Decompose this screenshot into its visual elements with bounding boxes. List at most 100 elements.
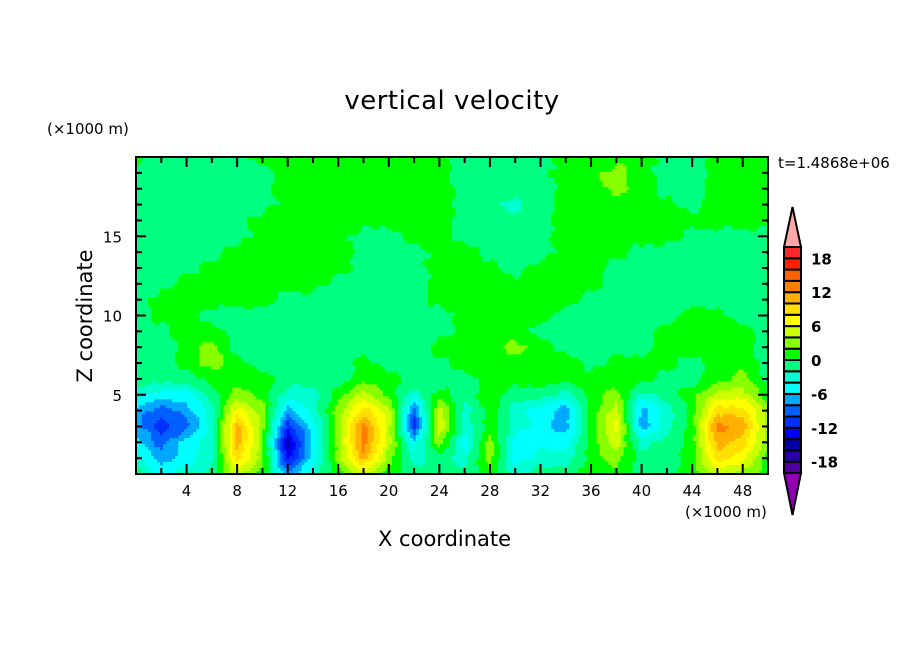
contour-cell [650, 444, 685, 448]
contour-cell [584, 465, 613, 469]
contour-cell [382, 390, 396, 394]
contour-cell [623, 435, 631, 439]
contour-cell [355, 249, 426, 254]
contour-cell [190, 435, 203, 439]
contour-cell [229, 429, 233, 433]
contour-cell [136, 207, 267, 212]
contour-cell [455, 405, 465, 409]
contour-cell [439, 444, 450, 448]
contour-cell [136, 228, 251, 233]
contour-cell [136, 261, 203, 266]
contour-cell [587, 447, 601, 451]
contour-cell [208, 426, 215, 430]
contour-cell [136, 450, 152, 454]
contour-cell [199, 438, 215, 442]
contour-cell [647, 447, 682, 451]
contour-cell [752, 444, 763, 448]
contour-cell [136, 249, 224, 254]
contour-cell [232, 459, 236, 463]
contour-cell [271, 450, 276, 454]
contour-cell [229, 432, 233, 436]
contour-cell [217, 429, 221, 433]
contour-cell [746, 426, 754, 430]
contour-cell [638, 381, 700, 385]
contour-cell [686, 423, 694, 427]
contour-cell [262, 435, 267, 439]
contour-cell [455, 414, 462, 418]
contour-cell [136, 291, 161, 296]
contour-cell [704, 189, 769, 194]
contour-cell [208, 423, 215, 427]
contour-cell [494, 450, 501, 454]
contour-cell [710, 462, 742, 466]
contour-cell [758, 390, 769, 394]
contour-cell [370, 444, 378, 448]
contour-cell [695, 399, 706, 403]
contour-cell [575, 450, 586, 454]
contour-cell [482, 258, 492, 263]
contour-cell [506, 390, 561, 394]
x-tick-label: 44 [683, 482, 702, 500]
contour-cell [238, 423, 245, 427]
contour-cell [617, 429, 622, 433]
contour-cell [482, 405, 501, 409]
contour-cell [352, 420, 360, 424]
contour-cell [262, 462, 270, 466]
x-tick-label: 12 [278, 482, 297, 500]
contour-cell [340, 468, 351, 472]
contour-cell [367, 441, 372, 445]
contour-cell [439, 303, 570, 308]
contour-cell [701, 408, 709, 412]
contour-cell [400, 453, 411, 457]
contour-cell [331, 399, 339, 403]
contour-cell [626, 426, 631, 430]
contour-cell [704, 435, 709, 439]
contour-cell [542, 405, 561, 409]
contour-cell [569, 414, 576, 418]
contour-cell [220, 441, 224, 445]
contour-cell [232, 447, 236, 451]
contour-cell [274, 438, 279, 442]
contour-cell [635, 414, 643, 418]
contour-cell [479, 465, 489, 469]
contour-cell [277, 297, 429, 302]
contour-cell [340, 447, 348, 451]
contour-cell [403, 399, 411, 403]
contour-cell [202, 342, 215, 347]
contour-cell [349, 414, 357, 418]
contour-cell [421, 426, 426, 430]
contour-cell [286, 420, 291, 424]
contour-cell [695, 402, 706, 406]
contour-cell [551, 213, 769, 218]
contour-cell [211, 384, 273, 388]
contour-cell [160, 405, 167, 409]
contour-cell [626, 408, 634, 412]
contour-cell [698, 378, 733, 382]
contour-cell [433, 426, 438, 430]
contour-cell [424, 444, 432, 448]
contour-cell [214, 441, 218, 445]
contour-cell [764, 435, 769, 439]
contour-cell [488, 438, 492, 442]
contour-cell [620, 429, 628, 433]
contour-cell [289, 405, 306, 409]
contour-cell [292, 450, 300, 454]
contour-cell [617, 408, 625, 412]
contour-cell [286, 414, 291, 418]
contour-cell [448, 363, 586, 367]
contour-cell [701, 447, 706, 451]
contour-cell [382, 462, 393, 466]
contour-cell [211, 321, 453, 326]
contour-cell [217, 465, 224, 469]
contour-cell [704, 165, 769, 170]
contour-cell [373, 429, 381, 433]
contour-cell [268, 165, 453, 170]
contour-cell [617, 420, 622, 424]
contour-cell [623, 399, 628, 403]
contour-cell [554, 204, 679, 209]
contour-cell [427, 303, 435, 308]
contour-cell [452, 234, 552, 239]
contour-cell [596, 429, 607, 433]
contour-cell [136, 429, 149, 433]
contour-cell [211, 366, 221, 370]
